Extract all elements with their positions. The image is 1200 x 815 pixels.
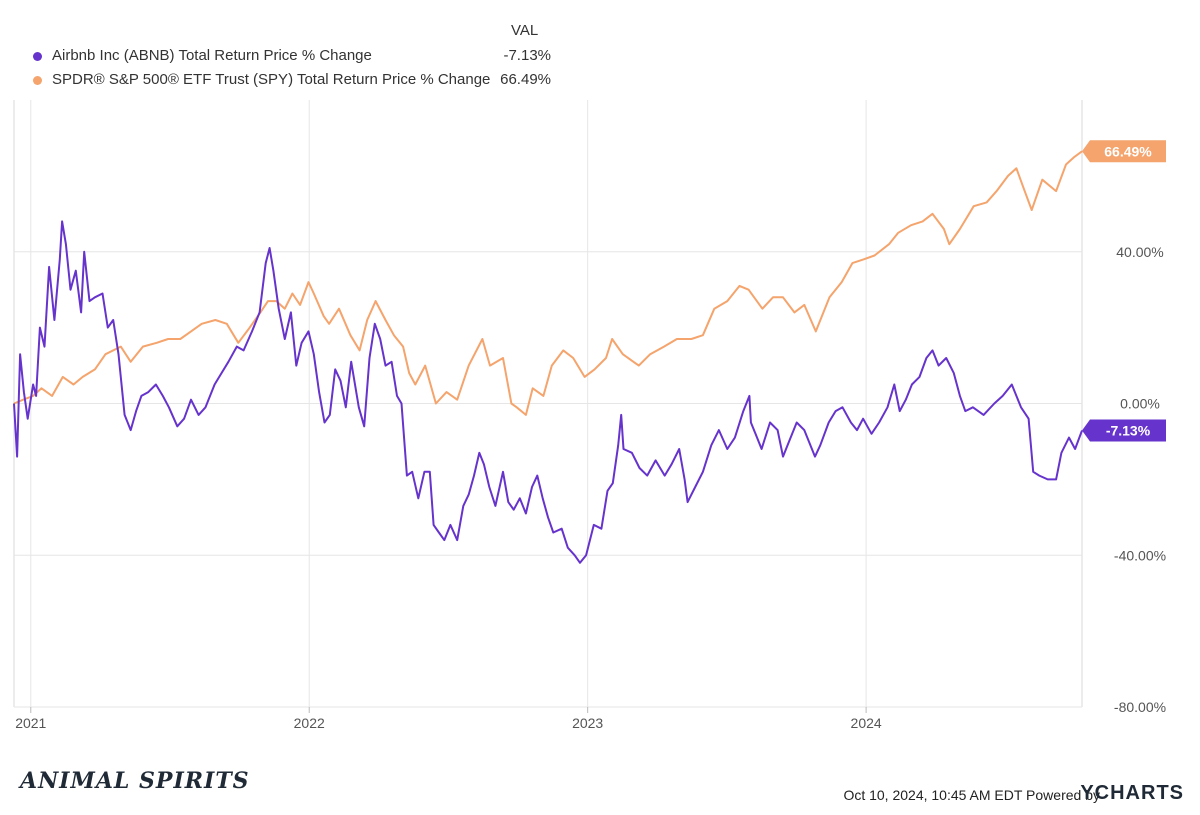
legend-series-name: SPDR® S&P 500® ETF Trust (SPY) Total Ret… [52,71,491,88]
spy-series-line [13,150,1083,416]
legend-series-value: -7.13% [503,47,551,64]
abnb-series-line [13,220,1083,564]
legend-row-spy[interactable]: SPDR® S&P 500® ETF Trust (SPY) Total Ret… [0,71,600,91]
timestamp: Oct 10, 2024, 10:45 AM EDT Powered by [843,787,1100,803]
y-tick-label: 40.00% [1116,244,1163,260]
abnb-legend-dot-icon [33,52,42,61]
legend-row-abnb[interactable]: Airbnb Inc (ABNB) Total Return Price % C… [0,47,600,67]
spy-legend-dot-icon [33,76,42,85]
y-tick-label: 0.00% [1120,396,1160,412]
abnb-end-value-tag [1082,419,1166,442]
legend-series-name: Airbnb Inc (ABNB) Total Return Price % C… [52,47,372,64]
y-tick-label: -80.00% [1114,699,1166,715]
legend-value-header: VAL [511,22,539,39]
x-tick-label: 2023 [572,715,603,731]
spy-end-value-tag [1082,140,1166,163]
legend-series-value: 66.49% [500,71,551,88]
abnb-end-value-label: -7.13% [1106,423,1151,439]
x-tick-label: 2021 [15,715,46,731]
x-tick-label: 2022 [294,715,325,731]
animal-spirits-logo: ANIMAL SPIRITS [20,768,250,794]
y-tick-label: -40.00% [1114,547,1166,563]
spy-end-value-label: 66.49% [1104,143,1152,159]
ycharts-logo[interactable]: YCHARTS [1080,782,1184,804]
legend: VAL Airbnb Inc (ABNB) Total Return Price… [0,0,600,100]
x-tick-label: 2024 [851,715,882,731]
